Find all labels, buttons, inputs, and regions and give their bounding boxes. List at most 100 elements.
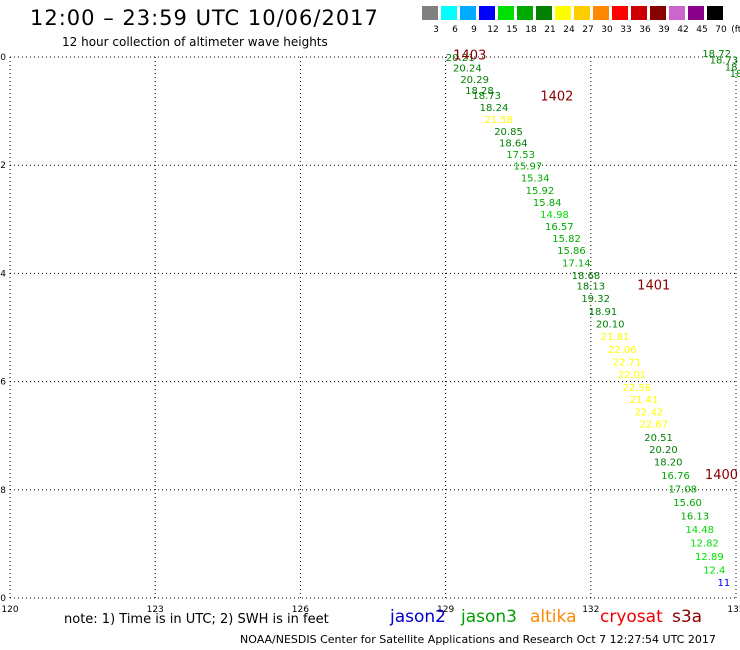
- satellite-label: s3a: [672, 607, 703, 627]
- wave-height-label: 15.34: [521, 173, 550, 184]
- legend-tick: 70: [715, 25, 727, 35]
- legend-tick: 6: [452, 25, 458, 35]
- wave-height-label: 22.67: [639, 420, 668, 431]
- wave-height-label: 14.98: [540, 210, 569, 221]
- wave-height-label: 18.13: [576, 282, 605, 293]
- wave-height-label: 20.85: [494, 127, 523, 138]
- wave-height-label: 18.72: [702, 49, 731, 60]
- satellite-label: jason3: [461, 607, 517, 627]
- wave-height-label: 17.14: [562, 258, 591, 269]
- wave-height-label: 15.60: [673, 498, 702, 509]
- wave-height-label: 18.20: [654, 457, 683, 468]
- wave-height-label: 21.41: [630, 395, 659, 406]
- legend-swatch: [612, 6, 628, 20]
- legend-swatch: [498, 6, 514, 20]
- wave-height-label: 17.53: [506, 150, 535, 161]
- legend-tick: 3: [433, 25, 439, 35]
- wave-height-label: 16.76: [661, 471, 690, 482]
- lat-tick-label: -60: [0, 594, 6, 604]
- footer-note: note: 1) Time is in UTC; 2) SWH is in fe…: [64, 612, 329, 627]
- wave-height-label: 17.08: [668, 485, 697, 496]
- satellite-label: altika: [530, 607, 577, 627]
- track-time-label: 1400: [705, 468, 738, 483]
- wave-height-label: 15.84: [533, 198, 562, 209]
- legend-swatch: [650, 6, 666, 20]
- legend-swatch: [441, 6, 457, 20]
- wave-height-label: 22.01: [618, 370, 647, 381]
- track-time-label: 1401: [637, 279, 670, 294]
- legend-swatch: [688, 6, 704, 20]
- wave-height-label: 22.56: [622, 383, 651, 394]
- legend-tick: 15: [506, 25, 518, 35]
- wave-height-label: 15.92: [526, 186, 555, 197]
- legend-swatch: [574, 6, 590, 20]
- wave-height-label: 12.89: [695, 552, 724, 563]
- legend-swatch: [517, 6, 533, 20]
- track-time-label: 1403: [453, 49, 486, 64]
- wave-height-label: 12.82: [690, 539, 719, 550]
- lon-tick-label: 120: [1, 605, 18, 615]
- wave-height-label: 21.81: [601, 332, 630, 343]
- wave-height-label: 11: [718, 578, 731, 589]
- wave-height-label: 18: [725, 63, 738, 74]
- lat-tick-label: -50: [0, 53, 6, 63]
- wave-height-label: 18.68: [572, 271, 601, 282]
- legend-tick: 12: [487, 25, 499, 35]
- wave-height-label: 15.86: [557, 246, 586, 257]
- legend-swatch: [631, 6, 647, 20]
- wave-height-label: 15.97: [514, 162, 543, 173]
- legend-swatch: [707, 6, 723, 20]
- lat-tick-label: -54: [0, 269, 6, 279]
- page-title: 12:00 – 23:59 UTC 10/06/2017: [30, 6, 379, 30]
- legend-swatch: [536, 6, 552, 20]
- lon-tick-label: 135: [727, 605, 740, 615]
- wave-height-label: 18.73: [710, 55, 739, 66]
- wave-height-label: 22.71: [613, 357, 642, 368]
- wave-height-label: 18.91: [589, 307, 618, 318]
- legend-swatch: [593, 6, 609, 20]
- wave-height-label: 18.64: [499, 138, 528, 149]
- wave-height-label: 21.58: [485, 115, 514, 126]
- legend-tick: 42: [677, 25, 689, 35]
- lon-tick-label: 126: [292, 605, 309, 615]
- wave-height-label: 20.51: [644, 433, 673, 444]
- legend-unit: (ft): [731, 25, 740, 35]
- wave-height-label: 14.48: [685, 525, 714, 536]
- legend-tick: 21: [544, 25, 556, 35]
- wave-height-label: 20.21: [446, 53, 475, 64]
- page-subtitle: 12 hour collection of altimeter wave hei…: [62, 35, 328, 49]
- legend-swatch: [669, 6, 685, 20]
- legend-tick: 18: [525, 25, 537, 35]
- lon-tick-label: 123: [147, 605, 164, 615]
- satellite-label: cryosat: [600, 607, 663, 627]
- legend-tick: 24: [563, 25, 575, 35]
- satellite-label: jason2: [390, 607, 446, 627]
- legend-tick: 27: [582, 25, 594, 35]
- legend-swatch: [479, 6, 495, 20]
- lat-tick-label: -52: [0, 161, 6, 171]
- legend-swatch: [422, 6, 438, 20]
- wave-height-label: 19.32: [581, 294, 610, 305]
- legend-tick: 30: [601, 25, 613, 35]
- legend-tick: 33: [620, 25, 632, 35]
- wave-height-label: 20.20: [649, 445, 678, 456]
- wave-height-label: 16.57: [545, 222, 574, 233]
- lon-tick-label: 132: [582, 605, 599, 615]
- credit-line: NOAA/NESDIS Center for Satellite Applica…: [240, 633, 716, 646]
- wave-height-label: 20.10: [596, 320, 625, 331]
- wave-height-label: 20.24: [453, 64, 482, 75]
- wave-height-label: 18: [730, 69, 740, 80]
- legend-tick: 9: [471, 25, 477, 35]
- wave-height-label: 18.73: [472, 91, 501, 102]
- legend-tick: 36: [639, 25, 651, 35]
- lon-tick-label: 129: [437, 605, 454, 615]
- wave-height-label: 22.42: [635, 408, 664, 419]
- legend-tick: 45: [696, 25, 708, 35]
- wave-height-label: 18.24: [480, 103, 509, 114]
- wave-height-label: 12.4: [703, 566, 725, 577]
- wave-height-label: 15.82: [552, 234, 581, 245]
- legend-tick: 39: [658, 25, 670, 35]
- legend-swatch: [555, 6, 571, 20]
- wave-height-label: 22.06: [608, 345, 637, 356]
